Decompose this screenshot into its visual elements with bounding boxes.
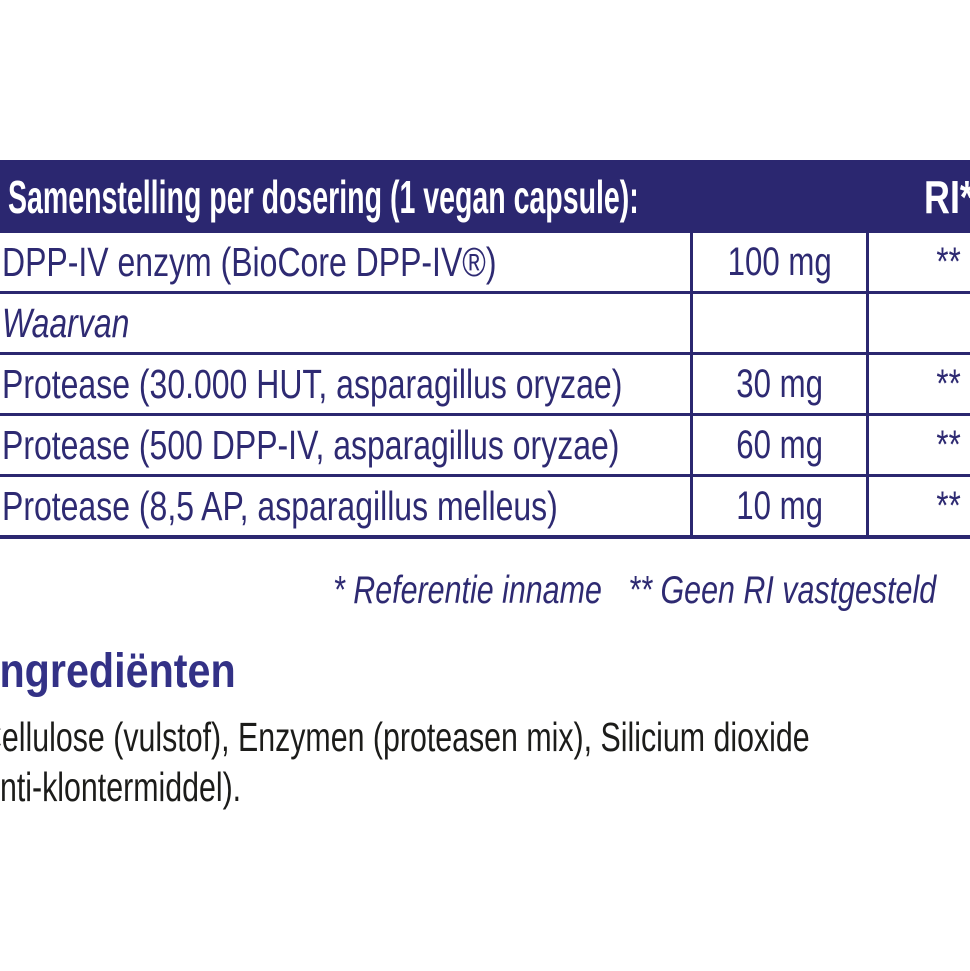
- amount-cell: 10 mg: [736, 483, 823, 528]
- ingredient-cell: DPP-IV enzym (BioCore DPP-IV®): [2, 238, 497, 285]
- ri-cell: [869, 294, 970, 352]
- ri-column-header-text: RI*: [924, 170, 970, 223]
- ingredient-cell: Protease (500 DPP-IV, asparagillus oryza…: [2, 421, 620, 468]
- table-row: Protease (8,5 AP, asparagillus melleus) …: [0, 477, 970, 539]
- table-row: Protease (500 DPP-IV, asparagillus oryza…: [0, 416, 970, 477]
- ri-cell: **: [936, 422, 962, 467]
- ri-cell: **: [936, 239, 962, 284]
- composition-table-body: DPP-IV enzym (BioCore DPP-IV®) 100 mg **…: [0, 233, 970, 539]
- ri-cell: **: [936, 483, 962, 528]
- footnote-no-ri: ** Geen RI vastgesteld: [628, 569, 937, 612]
- footnote-text: * Referentie inname ** Geen RI vastgestel…: [333, 569, 936, 613]
- ingredient-cell: Protease (30.000 HUT, asparagillus oryza…: [2, 360, 623, 407]
- table-row: Protease (30.000 HUT, asparagillus oryza…: [0, 355, 970, 416]
- ri-column-header: RI*: [869, 160, 970, 233]
- ingredients-line-1: Cellulose (vulstof), Enzymen (proteasen …: [0, 714, 810, 760]
- ingredients-heading: Ingrediënten: [0, 645, 236, 698]
- amount-cell: 60 mg: [736, 422, 823, 467]
- footnote: * Referentie inname ** Geen RI vastgestel…: [333, 566, 970, 616]
- ri-cell: **: [936, 361, 962, 406]
- ingredients-line-2: (anti-klontermiddel).: [0, 764, 242, 810]
- table-header-bar: Samenstelling per dosering (1 vegan caps…: [0, 160, 970, 233]
- ingredient-cell: Protease (8,5 AP, asparagillus melleus): [2, 482, 558, 529]
- table-row: Waarvan: [0, 294, 970, 355]
- column-divider: [690, 233, 693, 538]
- footnote-reference: * Referentie inname: [333, 569, 602, 612]
- table-title-text: Samenstelling per dosering (1 vegan caps…: [8, 170, 639, 223]
- ingredient-cell: Waarvan: [2, 299, 130, 346]
- table-row: DPP-IV enzym (BioCore DPP-IV®) 100 mg **: [0, 233, 970, 294]
- column-divider: [866, 233, 869, 538]
- amount-cell: 100 mg: [727, 239, 832, 284]
- amount-cell: [693, 294, 866, 352]
- table-title: Samenstelling per dosering (1 vegan caps…: [8, 160, 970, 233]
- amount-cell: 30 mg: [736, 361, 823, 406]
